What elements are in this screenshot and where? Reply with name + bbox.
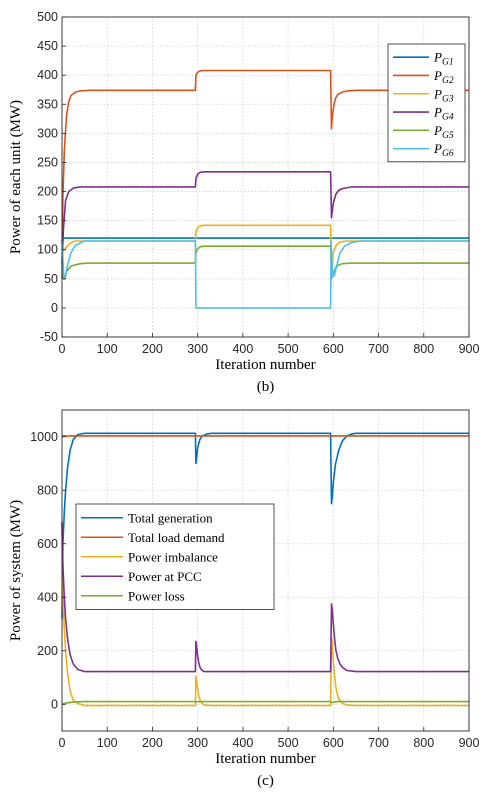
plot-frame-c <box>61 409 470 732</box>
y-axis-label-b: Power of each unit (MW) <box>8 100 24 254</box>
x-tick-label: 200 <box>142 736 163 750</box>
legend-entry: PG2 <box>433 68 454 86</box>
y-tick-label: 100 <box>37 243 58 257</box>
legend-entry: PG3 <box>433 86 454 104</box>
legend-c: Total generation Total load demand Power i… <box>75 503 275 610</box>
x-tick-label: 0 <box>59 342 66 356</box>
y-tick-label: 450 <box>37 39 58 53</box>
legend-entry: Power at PCC <box>128 569 202 584</box>
x-tick-label: 600 <box>323 736 344 750</box>
series-line-power-loss <box>61 700 469 706</box>
y-tick-label: -50 <box>40 330 58 344</box>
y-tick-label: 600 <box>37 537 58 551</box>
y-tick-label: 500 <box>37 10 58 24</box>
legend-entry: Power loss <box>128 588 185 603</box>
x-tick-label: 0 <box>59 736 66 750</box>
y-tick-label: 300 <box>37 126 58 140</box>
x-tick-label: 100 <box>97 736 118 750</box>
series-line-pg6 <box>61 240 469 309</box>
series-line-pg3 <box>61 224 469 276</box>
y-axis-label-c: Power of system (MW) <box>8 500 24 641</box>
x-tick-label: 900 <box>459 736 480 750</box>
legend-entry: PG5 <box>433 123 454 141</box>
y-tick-label: 400 <box>37 68 58 82</box>
x-tick-label: 500 <box>278 342 299 356</box>
legend-entry: PG4 <box>433 105 454 123</box>
legend-entry: PG1 <box>433 50 454 68</box>
x-tick-label: 700 <box>368 736 389 750</box>
x-axis-label-c: Iteration number <box>215 751 315 767</box>
y-tick-label: 200 <box>37 185 58 199</box>
x-tick-label: 400 <box>232 736 253 750</box>
y-tick-label: 400 <box>37 590 58 604</box>
y-tick-label: 800 <box>37 483 58 497</box>
x-tick-label: 100 <box>97 342 118 356</box>
chart-b: 0 100 200 300 400 500 600 700 800 900-50050100150… <box>8 10 479 395</box>
legend-entry: Total generation <box>128 510 213 525</box>
x-tick-label: 800 <box>413 736 434 750</box>
ticks-c: 0 100 200 300 400 500 600 700 800 900 0 200 400 600 80… <box>30 430 479 750</box>
series-line-pg5 <box>61 245 469 280</box>
x-tick-label: 900 <box>459 342 480 356</box>
y-tick-label: 200 <box>37 644 58 658</box>
series-group-b <box>61 69 469 309</box>
series-group-c <box>61 432 469 707</box>
legend-entry: Power imbalance <box>128 549 218 564</box>
x-tick-label: 800 <box>413 342 434 356</box>
plot-frame-b <box>61 16 470 338</box>
x-tick-label: 300 <box>187 736 208 750</box>
y-tick-label: 350 <box>37 97 58 111</box>
x-tick-label: 300 <box>187 342 208 356</box>
ticks-b: 0 100 200 300 400 500 600 700 800 900-50050100150… <box>37 10 479 356</box>
series-line-pg2 <box>61 69 469 279</box>
series-line-power-at-pcc <box>61 522 469 673</box>
x-axis-label-b: Iteration number <box>215 357 315 373</box>
y-tick-label: 0 <box>51 697 58 711</box>
y-tick-label: 1000 <box>30 430 58 444</box>
x-tick-label: 700 <box>368 342 389 356</box>
y-tick-label: 250 <box>37 155 58 169</box>
y-tick-label: 0 <box>51 301 58 315</box>
series-line-total-generation <box>61 432 469 619</box>
x-tick-label: 400 <box>232 342 253 356</box>
y-tick-label: 50 <box>44 272 58 286</box>
series-line-pg4 <box>61 171 469 265</box>
chart-c: 0 100 200 300 400 500 600 700 800 900 0 200 400 600 80… <box>8 409 479 789</box>
panel-label-b: (b) <box>257 379 275 395</box>
x-tick-label: 200 <box>142 342 163 356</box>
panel-label-c: (c) <box>257 773 274 789</box>
x-tick-label: 500 <box>278 736 299 750</box>
y-tick-label: 150 <box>37 214 58 228</box>
legend-box <box>387 43 466 163</box>
x-tick-label: 600 <box>323 342 344 356</box>
legend-entry: PG6 <box>433 141 454 159</box>
legend-entry: Total load demand <box>128 530 225 545</box>
